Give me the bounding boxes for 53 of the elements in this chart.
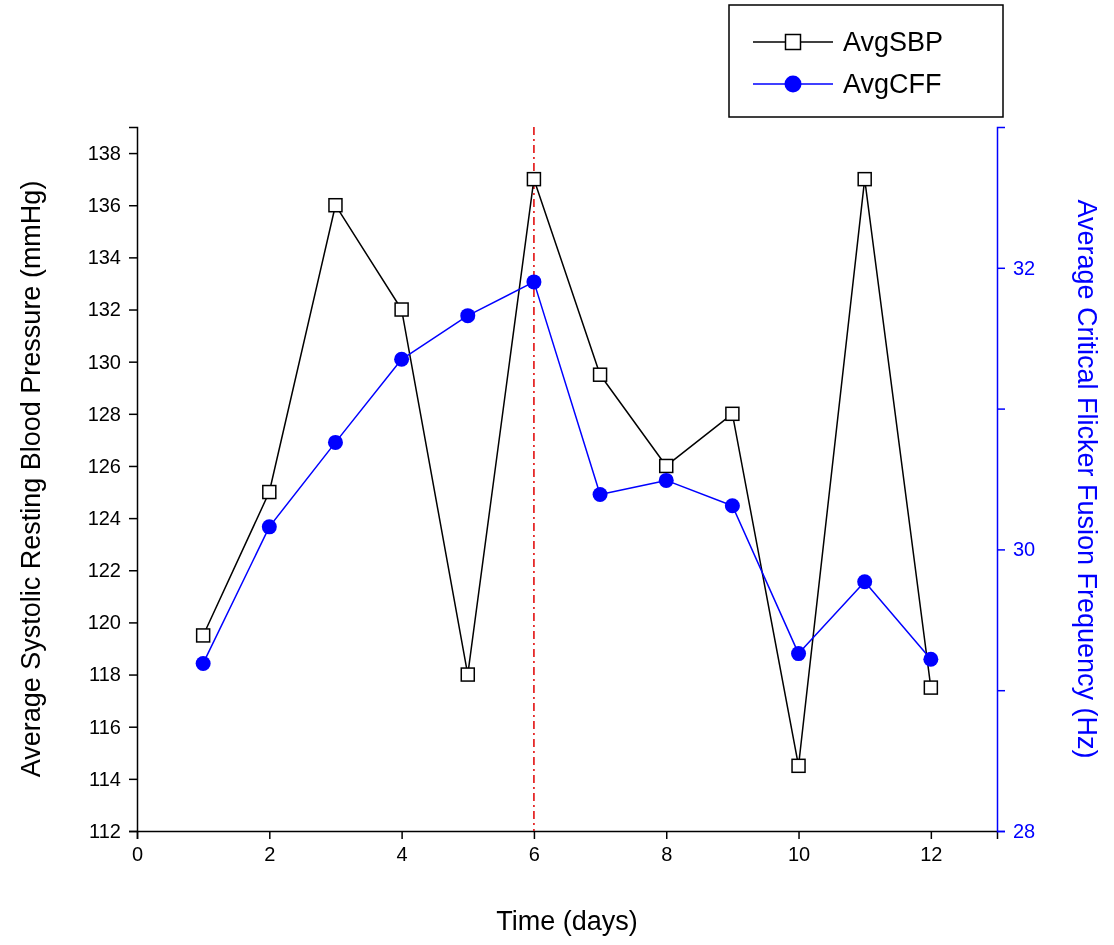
y-tick-label: 128 (87, 402, 121, 425)
point (725, 406, 740, 422)
point (394, 351, 410, 367)
point (857, 171, 872, 187)
y-tick-label: 116 (89, 715, 121, 738)
y-tick-label: 130 (87, 350, 121, 373)
y-tick-label: 136 (87, 194, 121, 217)
point (526, 171, 542, 187)
point (526, 274, 542, 290)
x-tick-label: 10 (787, 843, 811, 866)
y2-tick-label: 32 (1013, 256, 1036, 279)
point (262, 484, 277, 500)
y-tick-label: 138 (87, 141, 121, 164)
y-tick-label: 120 (87, 611, 121, 634)
point (195, 655, 211, 671)
legend-label: AvgCFF (843, 69, 942, 99)
point (592, 367, 608, 382)
point (857, 574, 873, 590)
y-tick-label: 122 (87, 559, 121, 582)
x-tick-label: 12 (920, 843, 943, 866)
point (658, 472, 674, 488)
x-tick-label: 4 (396, 843, 408, 866)
point (460, 667, 476, 682)
y-tick-label: 132 (87, 298, 121, 321)
x-axis-title: Time (days) (496, 906, 638, 936)
point (460, 308, 476, 324)
point (592, 486, 608, 502)
point (791, 646, 807, 662)
y2-tick-label: 30 (1013, 538, 1036, 561)
legend-label: AvgSBP (843, 27, 944, 57)
y2-tick-label: 28 (1013, 819, 1036, 842)
point (923, 651, 939, 667)
y-axis-title: Average Systolic Resting Blood Pressure (mmHg) (16, 180, 46, 778)
x-tick-label: 6 (528, 843, 540, 866)
point (394, 302, 409, 317)
point (195, 628, 211, 643)
y-tick-label: 134 (87, 246, 121, 269)
point (791, 758, 806, 774)
x-tick-label: 8 (661, 843, 673, 866)
y2-axis-title: Average Critical Flicker Fusion Frequency (Hz) (1072, 199, 1102, 759)
x-tick-label: 0 (131, 843, 144, 866)
point (658, 458, 674, 474)
x-tick-label: 2 (264, 843, 276, 866)
point (328, 197, 343, 213)
y-tick-label: 126 (87, 454, 121, 477)
y-tick-label: 112 (89, 819, 121, 842)
point (923, 680, 939, 695)
y-tick-label: 118 (89, 663, 121, 686)
y-tick-label: 114 (89, 767, 121, 790)
y-tick-label: 124 (87, 507, 121, 530)
point (724, 498, 740, 514)
point (327, 434, 343, 450)
point (261, 519, 277, 535)
